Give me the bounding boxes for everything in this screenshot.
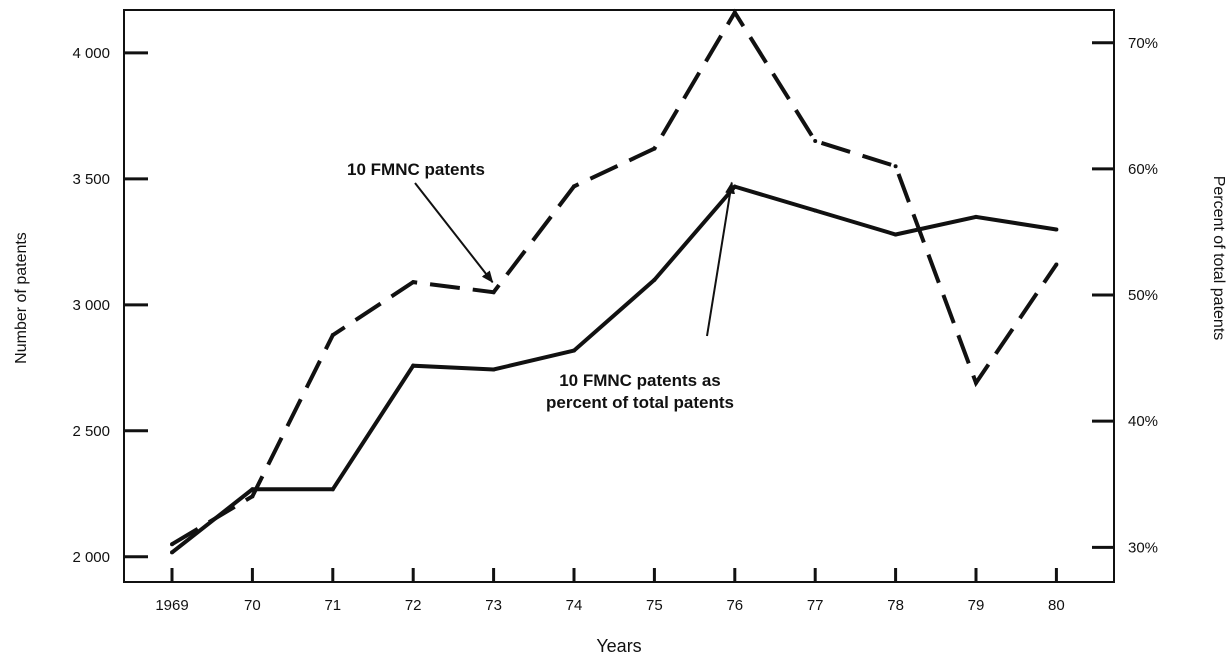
left-axis-ticks: 2 000 2 500 3 000 3 500 4 000: [72, 45, 148, 566]
data-point: [893, 164, 898, 169]
annotation-label: 10 FMNC patents as percent of total paten…: [546, 371, 734, 412]
left-tick-label: 4 000: [72, 45, 110, 62]
data-point: [330, 333, 335, 338]
annotation-arrow: [414, 182, 494, 284]
x-tick-label: 80: [1048, 597, 1065, 614]
data-point: [652, 146, 657, 151]
left-axis-label: Number of patents: [13, 232, 30, 364]
data-point: [974, 214, 978, 219]
x-tick-label: 74: [566, 597, 583, 614]
right-tick-label: 50%: [1128, 287, 1158, 304]
x-tick-label: 72: [405, 597, 422, 614]
annotation-arrow: [706, 181, 735, 337]
left-tick-label: 3 500: [72, 171, 110, 188]
left-tick-label: 2 000: [72, 549, 110, 566]
data-point: [813, 208, 818, 213]
data-point: [411, 363, 416, 368]
data-point: [572, 184, 576, 189]
data-point: [491, 367, 496, 372]
data-point: [250, 487, 255, 492]
x-tick-label: 77: [807, 597, 824, 614]
x-tick-label: 76: [726, 597, 743, 614]
left-tick-label: 3 000: [72, 297, 110, 314]
x-tick-label: 75: [646, 597, 663, 614]
left-tick-label: 2 500: [72, 423, 110, 440]
annotation-label: 10 FMNC patents: [347, 160, 485, 179]
x-tick-label: 78: [887, 597, 904, 614]
right-axis-label: Percent of total patents: [1210, 176, 1227, 341]
x-axis-label: Years: [596, 636, 641, 656]
series-line-percent: [170, 184, 1057, 554]
data-point: [1054, 262, 1059, 267]
plot-frame: [123, 9, 1115, 583]
data-point: [1054, 227, 1059, 232]
series-layer: [170, 8, 1059, 555]
data-point: [491, 290, 496, 295]
data-point: [652, 277, 657, 282]
data-point: [170, 542, 174, 547]
x-axis-ticks: 1969 70 71 72 73 74 75 76 77 78 79 80: [155, 568, 1065, 614]
data-point: [732, 10, 737, 15]
right-tick-label: 40%: [1128, 413, 1158, 430]
x-tick-label: 70: [244, 597, 261, 614]
data-point: [813, 139, 818, 144]
data-point: [411, 280, 416, 285]
annotation-layer: 10 FMNC patents 10 FMNC patents as percent…: [347, 160, 735, 412]
x-tick-label: 1969: [155, 597, 188, 614]
x-tick-label: 71: [324, 597, 341, 614]
data-point: [893, 232, 898, 237]
right-tick-label: 70%: [1128, 35, 1158, 52]
data-point: [732, 184, 737, 189]
data-point: [170, 550, 174, 555]
data-point: [572, 348, 576, 353]
data-point: [974, 380, 978, 385]
right-tick-label: 30%: [1128, 539, 1158, 556]
data-point: [330, 487, 335, 492]
right-axis-ticks: 30% 40% 50% 60% 70%: [1092, 35, 1158, 556]
right-tick-label: 60%: [1128, 161, 1158, 178]
x-tick-label: 79: [968, 597, 985, 614]
data-point: [250, 494, 255, 499]
series-line-patents: [170, 8, 1059, 546]
x-tick-label: 73: [485, 597, 502, 614]
